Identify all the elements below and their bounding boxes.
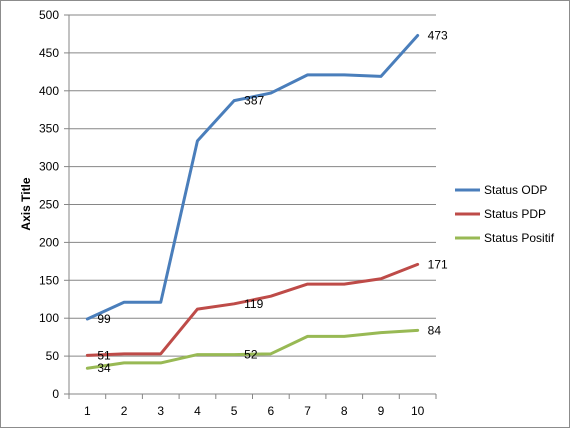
x-tick-label: 5 [231,404,238,418]
y-tick-label: 200 [39,235,59,249]
series-line-1 [85,33,420,321]
legend-label: Status ODP [484,183,547,197]
data-label: 52 [244,348,258,362]
x-tick-label: 1 [84,404,91,418]
legend-label: Status PDP [484,207,546,221]
data-label: 51 [97,348,111,362]
legend: Status ODP Status PDP Status Positif [455,183,555,245]
data-label: 473 [428,28,448,42]
x-tick-label: 3 [157,404,164,418]
x-tick-label: 4 [194,404,201,418]
data-label: 171 [428,257,448,271]
y-tick-label: 150 [39,273,59,287]
data-label: 84 [428,323,442,337]
x-axis-tick-labels: 1 2 3 4 5 6 7 8 9 10 [84,404,425,418]
data-label: 99 [97,312,111,326]
series-line-3 [85,328,420,370]
y-tick-label: 350 [39,122,59,136]
y-tick-label: 250 [39,198,59,212]
x-tick-label: 7 [304,404,311,418]
series-line-2 [85,262,420,357]
gridlines [69,14,436,357]
y-axis-title: Axis Title [19,177,33,230]
y-tick-label: 300 [39,160,59,174]
y-tick-label: 0 [52,387,59,401]
y-axis-tick-labels: 0 50 100 150 200 250 300 350 400 450 500 [39,8,59,401]
legend-label: Status Positif [484,231,555,245]
y-tick-label: 450 [39,46,59,60]
x-tick-label: 8 [341,404,348,418]
data-label: 119 [244,297,263,311]
data-labels: 99 387 473 51 119 171 34 52 84 [97,28,448,375]
x-tick-label: 2 [121,404,128,418]
data-label: 34 [97,361,111,375]
y-tick-label: 500 [39,8,59,22]
x-tick-label: 6 [268,404,275,418]
axes [64,14,437,399]
series-lines [85,33,420,370]
y-tick-label: 100 [39,311,59,325]
y-tick-label: 400 [39,84,59,98]
y-tick-label: 50 [46,349,60,363]
data-label: 387 [244,94,264,108]
x-tick-label: 9 [378,404,385,418]
x-tick-label: 10 [411,404,425,418]
